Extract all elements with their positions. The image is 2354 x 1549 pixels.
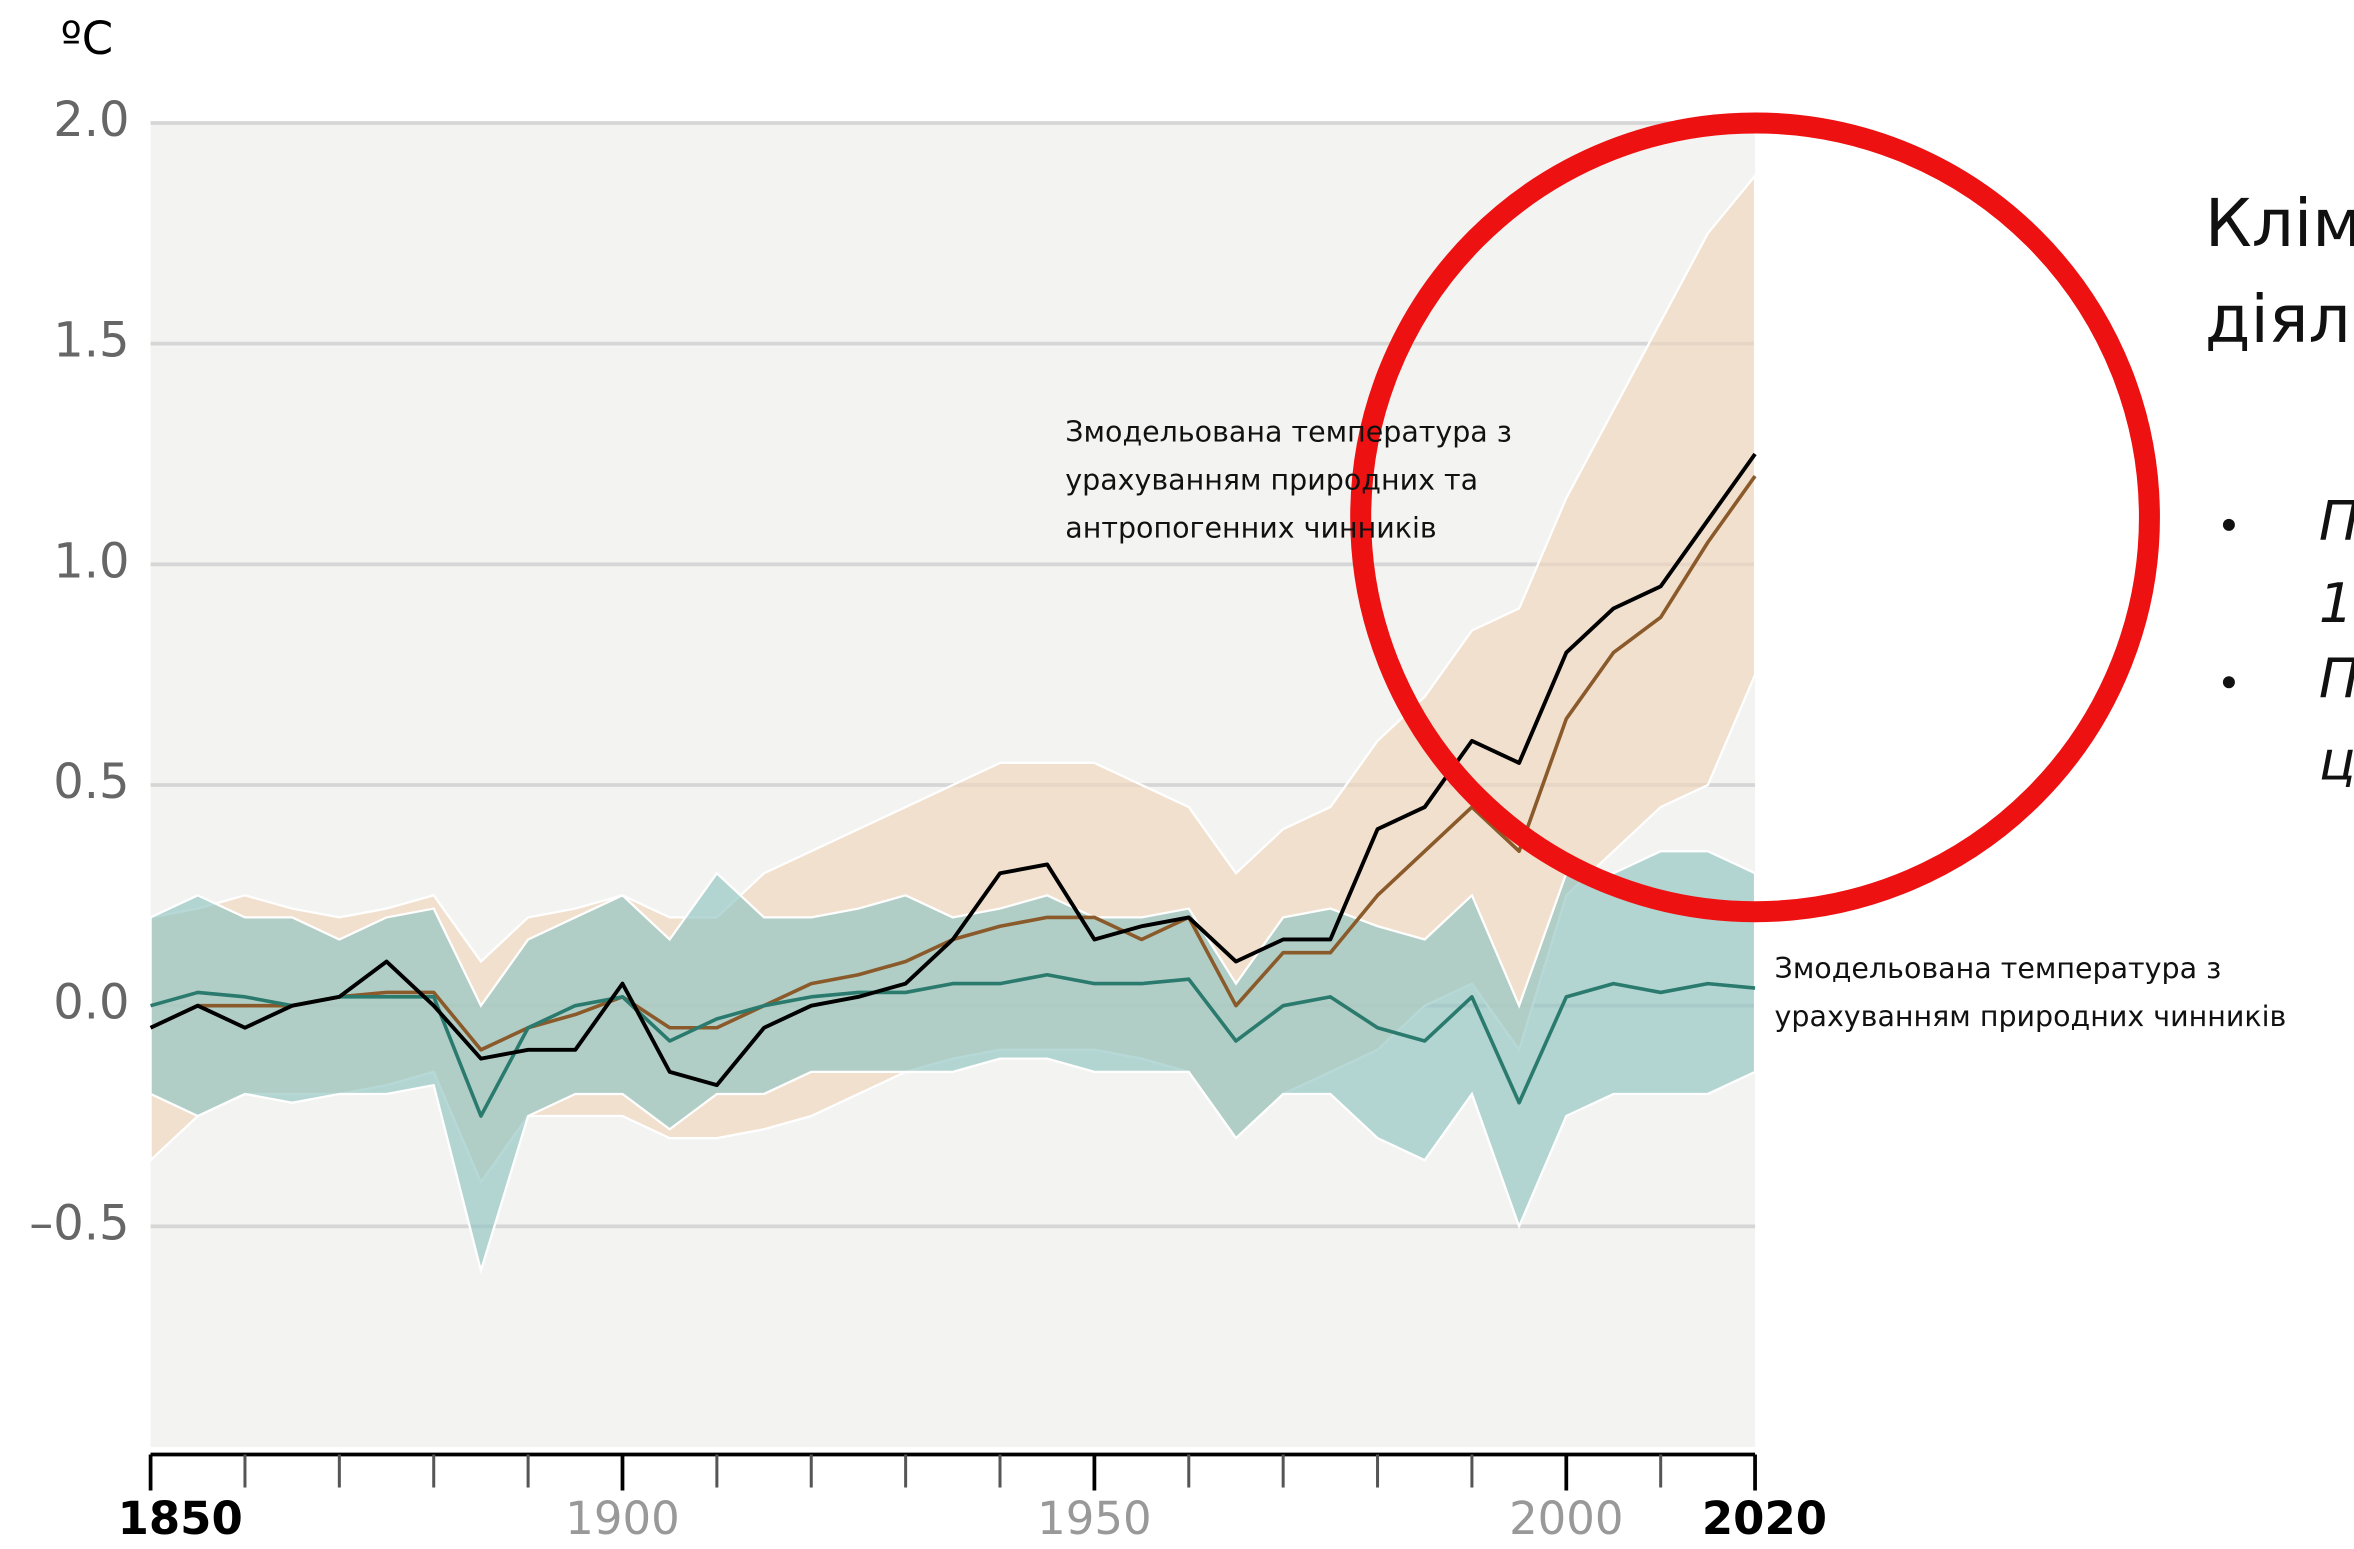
side-bullet-text: П	[2319, 489, 2354, 552]
bullet-dot	[2222, 518, 2235, 531]
annotation: урахуванням природних чинників	[1775, 1000, 2287, 1033]
annotation: урахуванням природних та	[1065, 463, 1478, 496]
side-bullet-text: 1	[2319, 572, 2353, 635]
x-tick-label: 1850	[118, 1492, 243, 1545]
series-line	[150, 972, 1756, 1118]
highlight-circle	[1350, 112, 2160, 923]
side-heading: Клім	[2205, 185, 2354, 262]
x-tick-label: 1950	[1037, 1492, 1151, 1545]
side-heading: діял	[2205, 281, 2351, 358]
annotation: антропогенних чинників	[1065, 511, 1436, 544]
y-tick-label: 1.5	[53, 313, 129, 369]
y-tick-label: 1.0	[53, 533, 129, 589]
side-bullet-text: П	[2319, 647, 2354, 710]
series-line	[149, 452, 1757, 1088]
x-tick-label: 2020	[1702, 1492, 1827, 1545]
y-tick-label: –0.5	[29, 1195, 129, 1251]
bullet-dot	[2222, 676, 2235, 689]
y-tick-label: 0.0	[53, 975, 129, 1031]
side-bullet-text: ц	[2319, 729, 2354, 792]
y-tick-label: 0.5	[53, 754, 129, 810]
y-unit: ºC	[61, 12, 114, 65]
annotation: Змодельована температура з	[1775, 952, 2222, 985]
x-tick-label: 1900	[565, 1492, 679, 1545]
x-tick-label: 2000	[1509, 1492, 1623, 1545]
annotation: Змодельована температура з	[1065, 415, 1512, 448]
uncertainty-band	[149, 850, 1757, 1275]
y-tick-label: 2.0	[53, 92, 129, 148]
